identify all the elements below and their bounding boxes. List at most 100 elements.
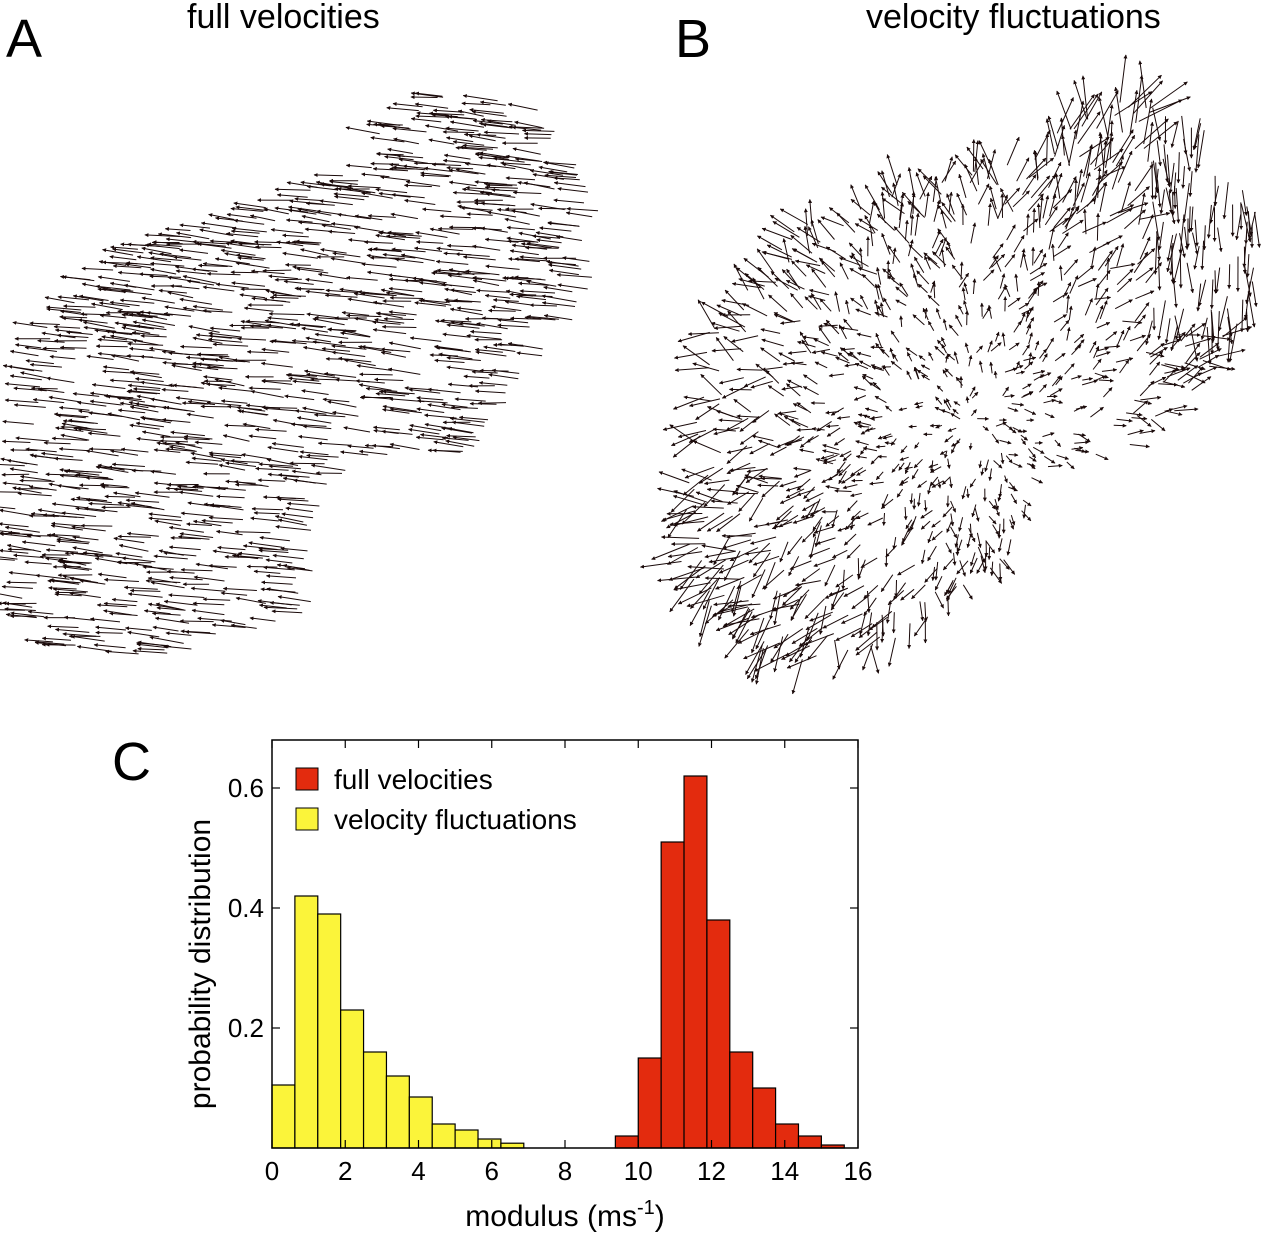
velocity-arrow bbox=[305, 336, 332, 343]
velocity-arrow bbox=[175, 441, 203, 449]
velocity-arrow bbox=[346, 275, 378, 281]
velocity-arrow bbox=[462, 255, 496, 261]
velocity-arrow bbox=[381, 429, 413, 435]
velocity-arrow bbox=[731, 335, 759, 343]
velocity-arrow bbox=[689, 590, 710, 626]
velocity-arrow bbox=[7, 458, 38, 466]
velocity-arrow bbox=[1005, 455, 1013, 464]
velocity-arrow bbox=[895, 299, 907, 306]
velocity-arrow bbox=[280, 546, 308, 552]
velocity-arrow bbox=[529, 168, 564, 176]
velocity-arrow bbox=[60, 425, 88, 430]
velocity-arrow bbox=[985, 540, 996, 554]
velocity-arrow bbox=[292, 379, 322, 385]
velocity-arrow bbox=[1049, 388, 1063, 397]
velocity-arrow bbox=[796, 402, 812, 414]
velocity-arrow bbox=[761, 338, 784, 347]
velocity-arrow bbox=[909, 493, 914, 505]
velocity-arrow bbox=[762, 569, 785, 590]
velocity-arrow bbox=[338, 356, 372, 363]
velocity-arrow bbox=[200, 221, 237, 229]
velocity-arrow bbox=[455, 145, 487, 151]
velocity-arrow bbox=[53, 324, 81, 329]
velocity-arrow bbox=[446, 165, 474, 170]
velocity-arrow bbox=[88, 501, 125, 506]
velocity-arrow bbox=[1021, 510, 1032, 522]
velocity-arrow bbox=[532, 172, 564, 180]
velocity-arrow bbox=[927, 320, 935, 331]
velocity-arrow bbox=[96, 603, 128, 608]
velocity-arrow bbox=[682, 474, 709, 496]
velocity-arrow bbox=[1060, 319, 1070, 332]
bar-full-velocities bbox=[660, 841, 685, 1149]
velocity-arrow bbox=[156, 606, 186, 611]
velocity-arrow bbox=[141, 430, 171, 438]
velocity-arrow bbox=[517, 180, 551, 188]
quiver-velocity-fluctuations bbox=[640, 54, 1261, 695]
velocity-arrow bbox=[1022, 344, 1031, 356]
bar-full-velocities bbox=[637, 1057, 662, 1149]
velocity-arrow bbox=[136, 641, 169, 647]
velocity-arrow bbox=[724, 629, 749, 659]
velocity-arrow bbox=[128, 400, 156, 408]
velocity-arrow bbox=[346, 313, 382, 318]
velocity-arrow bbox=[237, 256, 264, 261]
legend-swatch-full-velocities bbox=[295, 767, 319, 791]
velocity-arrow bbox=[404, 386, 438, 391]
velocity-arrow bbox=[103, 577, 139, 582]
velocity-arrow bbox=[296, 267, 329, 274]
velocity-arrow bbox=[71, 525, 106, 532]
velocity-arrow bbox=[988, 515, 997, 525]
velocity-arrow bbox=[875, 444, 886, 449]
velocity-arrow bbox=[870, 415, 883, 420]
velocity-arrow bbox=[1, 472, 30, 477]
velocity-arrow bbox=[965, 396, 970, 404]
velocity-arrow bbox=[512, 147, 541, 155]
velocity-arrow bbox=[95, 284, 131, 291]
velocity-arrow bbox=[173, 487, 203, 492]
velocity-arrow bbox=[50, 532, 80, 537]
velocity-arrow bbox=[942, 558, 954, 571]
velocity-arrow bbox=[192, 484, 229, 489]
velocity-arrow bbox=[321, 346, 351, 352]
velocity-arrow bbox=[898, 407, 907, 412]
velocity-arrow bbox=[1054, 439, 1061, 447]
velocity-arrow bbox=[1242, 246, 1247, 274]
velocity-arrow bbox=[950, 412, 961, 420]
velocity-arrow bbox=[1096, 322, 1111, 329]
velocity-arrow bbox=[340, 450, 369, 456]
velocity-arrow bbox=[507, 102, 538, 111]
velocity-arrow bbox=[62, 275, 95, 282]
velocity-arrow bbox=[109, 378, 142, 383]
velocity-arrow bbox=[984, 459, 989, 472]
velocity-arrow bbox=[79, 483, 109, 488]
velocity-arrow bbox=[359, 449, 388, 455]
velocity-arrow bbox=[20, 371, 48, 379]
velocity-arrow bbox=[1044, 455, 1056, 464]
velocity-arrow bbox=[225, 231, 259, 238]
velocity-arrow bbox=[389, 295, 424, 300]
velocity-arrow bbox=[185, 355, 220, 360]
velocity-arrow bbox=[150, 261, 185, 267]
velocity-arrow bbox=[726, 446, 753, 454]
velocity-arrow bbox=[161, 387, 189, 392]
velocity-arrow bbox=[791, 260, 807, 277]
velocity-arrow bbox=[249, 324, 283, 329]
velocity-arrow bbox=[44, 295, 75, 304]
velocity-arrow bbox=[1156, 140, 1163, 167]
velocity-arrow bbox=[89, 391, 117, 398]
velocity-arrow bbox=[1042, 432, 1055, 438]
velocity-arrow bbox=[940, 409, 951, 414]
velocity-arrow bbox=[361, 191, 393, 199]
velocity-arrow bbox=[415, 114, 450, 119]
velocity-arrow bbox=[284, 394, 315, 401]
velocity-arrow bbox=[1008, 342, 1020, 351]
velocity-arrow bbox=[1157, 300, 1166, 340]
velocity-arrow bbox=[661, 535, 700, 540]
velocity-arrow bbox=[169, 445, 196, 452]
velocity-arrow bbox=[183, 434, 213, 440]
velocity-arrow bbox=[259, 535, 290, 542]
velocity-arrow bbox=[1044, 413, 1055, 419]
velocity-arrow bbox=[212, 549, 242, 556]
velocity-arrow bbox=[126, 261, 155, 266]
